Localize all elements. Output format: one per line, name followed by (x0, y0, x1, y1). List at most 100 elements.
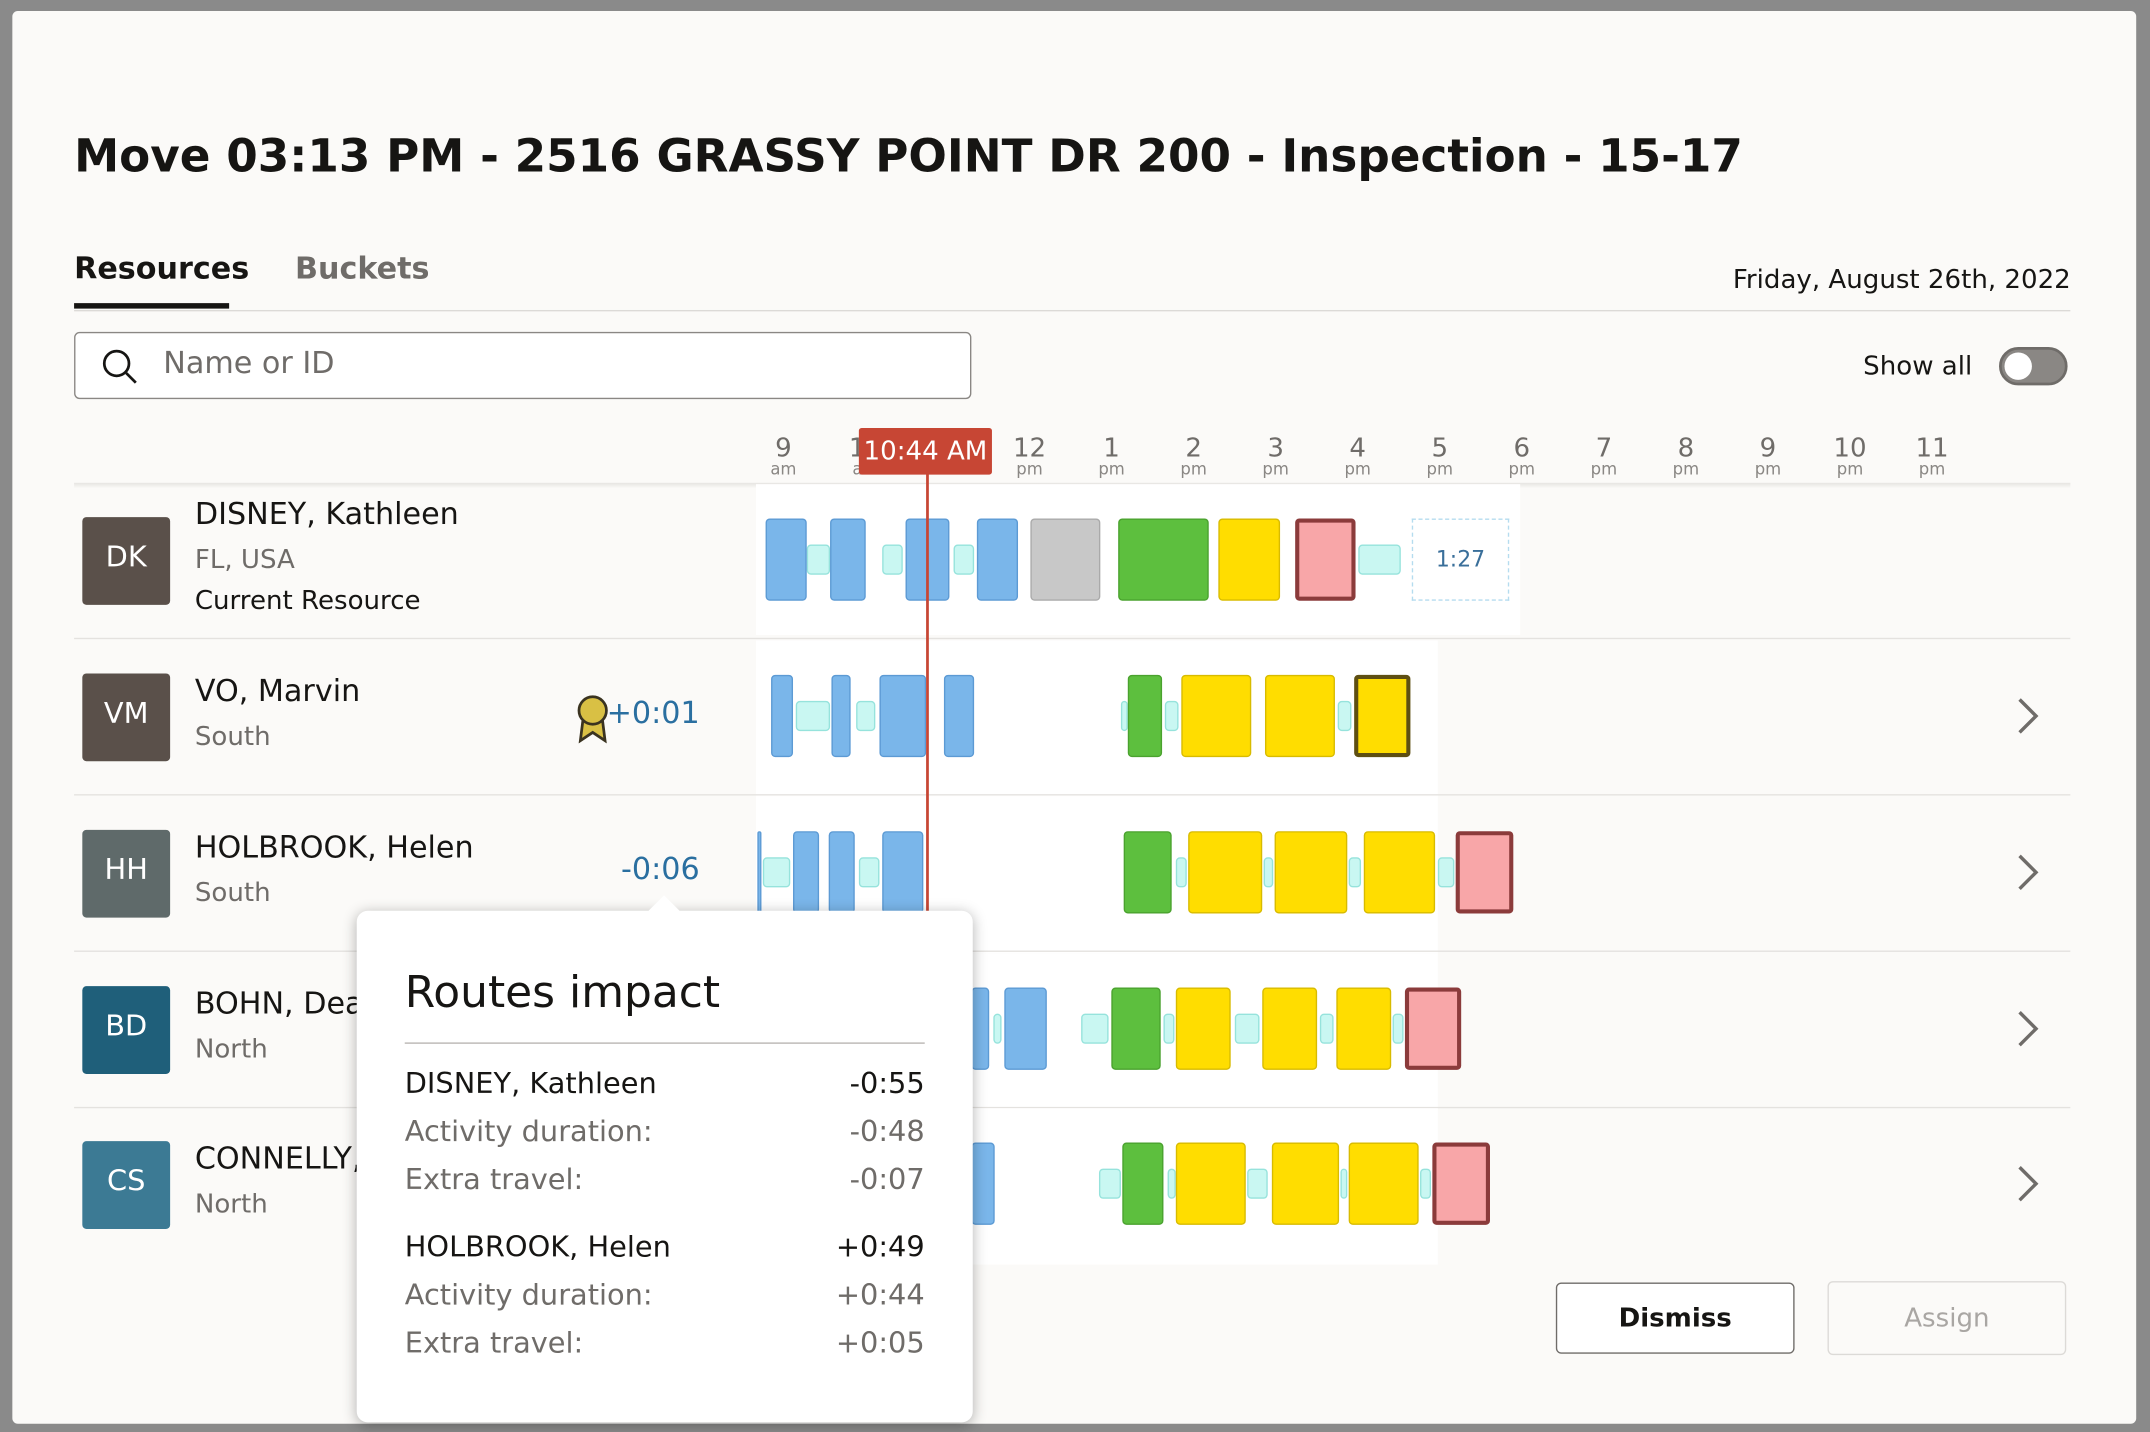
activity-block (1404, 987, 1462, 1070)
impact-total: +0:49 (835, 1230, 925, 1264)
avatar-initials: VM (103, 696, 149, 730)
activity-block (1336, 987, 1392, 1070)
tab[interactable]: Buckets (294, 252, 430, 287)
travel-block (882, 544, 903, 575)
travel-block (1247, 1168, 1268, 1199)
activity-block (1354, 674, 1411, 758)
resource-region: North (194, 1189, 268, 1220)
button[interactable]: Dismiss (1555, 1282, 1795, 1354)
travel-block (1358, 544, 1401, 575)
hour-period: pm (1836, 459, 1864, 479)
popup-divider (404, 1042, 925, 1044)
activity-block (1274, 831, 1348, 914)
activity-block (1188, 831, 1263, 914)
impact-value: +0:44 (835, 1278, 925, 1312)
activity-block (971, 987, 990, 1070)
travel-block (1120, 700, 1128, 732)
dialog-title: Move 03:13 PM - 2516 GRASSY POINT DR 200… (74, 128, 1743, 183)
avatar (82, 1141, 171, 1229)
row-chevron[interactable] (2011, 852, 2044, 893)
row-chevron[interactable] (2011, 1163, 2044, 1204)
resource-region: South (194, 721, 271, 752)
hour-period: pm (1016, 459, 1043, 479)
search-placeholder: Name or ID (163, 347, 335, 382)
search-box[interactable] (74, 331, 972, 400)
route-delta: +0:01 (606, 696, 700, 732)
travel-block (1175, 857, 1187, 888)
hour-label: 1 (1103, 433, 1120, 464)
row-chevron[interactable] (2011, 1008, 2044, 1049)
resource-note: Current Resource (194, 585, 421, 616)
travel-block (1340, 1168, 1348, 1199)
impact-total: -0:55 (849, 1067, 925, 1101)
impact-value: -0:07 (849, 1163, 925, 1197)
resource-name[interactable]: DISNEY, Kathleen (194, 497, 459, 533)
popup (356, 910, 973, 1423)
hour-period: pm (1754, 459, 1782, 479)
activity-block (976, 518, 1019, 601)
tab[interactable]: Resources (74, 252, 250, 287)
impact-value: -0:48 (849, 1115, 925, 1149)
travel-block (1098, 1168, 1121, 1199)
activity-block (1262, 987, 1318, 1070)
button[interactable]: Assign (1827, 1281, 2067, 1356)
activity-block (828, 831, 855, 914)
gap-label: 1:27 (1435, 545, 1486, 572)
search-icon (102, 349, 137, 384)
impact-label: Extra travel: (404, 1326, 584, 1360)
hour-label: 9 (775, 433, 792, 464)
resource-name[interactable]: HOLBROOK, Helen (194, 831, 474, 866)
hour-period: pm (1262, 459, 1289, 479)
hour-period: pm (1098, 459, 1125, 479)
travel-block (1337, 700, 1352, 732)
chevron (2018, 854, 2039, 891)
hour-label: 11 (1915, 433, 1949, 464)
now-line (926, 466, 929, 913)
row-divider (74, 1106, 2071, 1109)
hour-period: pm (1344, 459, 1371, 479)
row-chevron[interactable] (2011, 695, 2044, 736)
avatar (82, 986, 171, 1074)
now-label: 10:44 AM (858, 427, 992, 475)
activity-block (1218, 518, 1281, 601)
travel-block (856, 700, 876, 732)
activity-block (1264, 674, 1335, 758)
impact-label: Extra travel: (404, 1163, 584, 1197)
travel-block (1081, 1013, 1109, 1044)
hour-label: 5 (1431, 433, 1449, 464)
chevron (2018, 1166, 2039, 1202)
activity-block (1175, 987, 1231, 1070)
activity-block (1030, 518, 1101, 601)
activity-block (771, 674, 794, 758)
tab-underline (74, 303, 230, 309)
resource-region: FL, USA (194, 544, 295, 575)
activity-block (1295, 518, 1356, 601)
hour-label: 12 (1012, 433, 1047, 464)
resource-name[interactable]: CONNELLY, (194, 1142, 362, 1177)
resource-name[interactable]: VO, Marvin (194, 674, 361, 710)
hour-period: pm (1590, 459, 1618, 479)
activity-block (1122, 1142, 1164, 1225)
medal-icon (577, 695, 608, 744)
activity-block (1271, 1142, 1340, 1225)
activity-block (830, 518, 866, 601)
row-divider (74, 950, 2071, 952)
travel-block (762, 857, 791, 888)
activity-block (757, 831, 762, 914)
avatar-initials: HH (104, 853, 148, 887)
travel-block (1234, 1013, 1260, 1044)
hour-label: 2 (1185, 433, 1202, 464)
travel-block (1437, 857, 1455, 888)
activity-block (1111, 987, 1161, 1070)
resource-name[interactable]: BOHN, Dea (194, 987, 364, 1022)
travel-block (1319, 1013, 1334, 1044)
activity-block (793, 831, 820, 914)
hour-label: 6 (1513, 433, 1531, 464)
activity-block (831, 674, 851, 758)
hour-label: 3 (1267, 433, 1284, 464)
activity-block (1432, 1142, 1490, 1225)
route-delta: -0:06 (621, 853, 700, 888)
travel-block (1263, 857, 1274, 888)
activity-block (1363, 831, 1436, 914)
